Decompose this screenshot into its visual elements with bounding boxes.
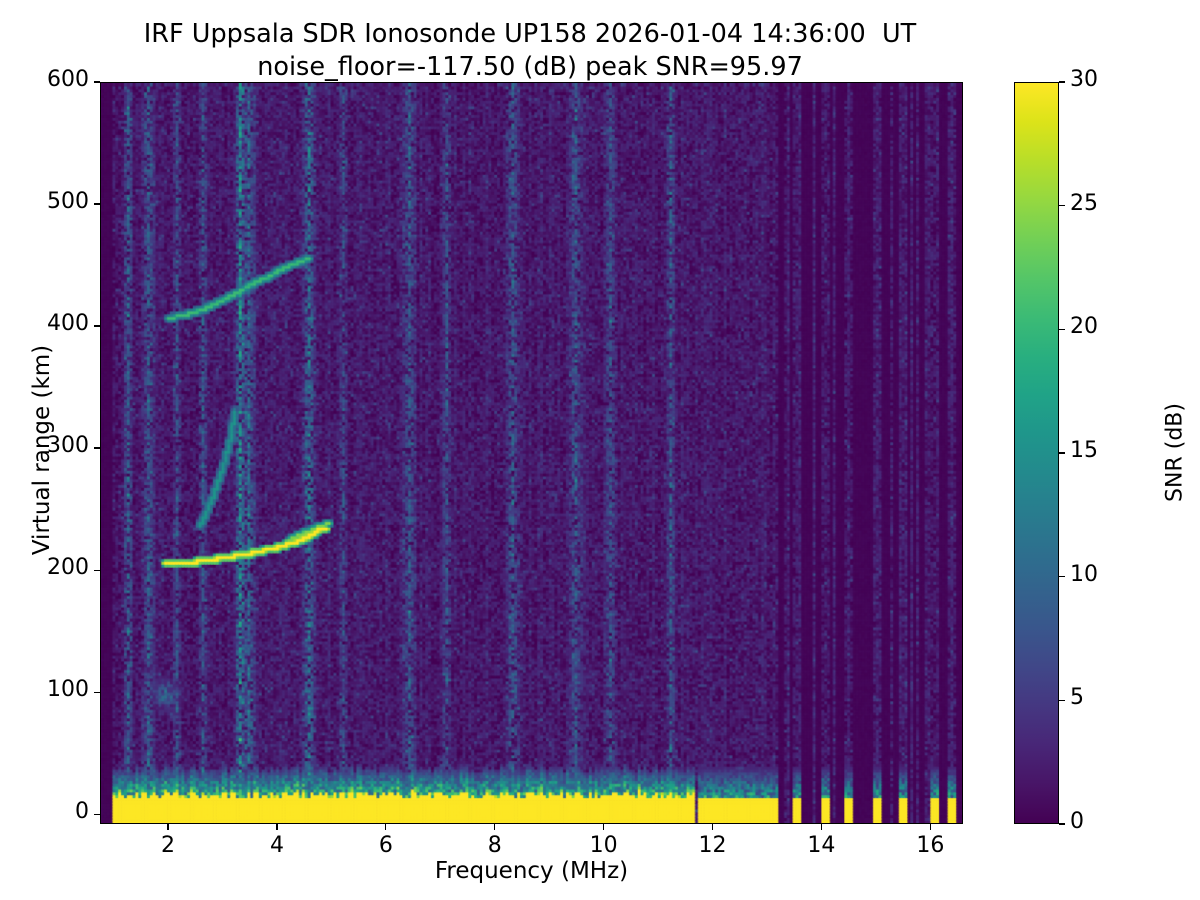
- colorbar-tick-label: 0: [1070, 809, 1084, 834]
- x-tick-mark: [167, 824, 169, 830]
- y-tick-mark: [94, 813, 100, 815]
- colorbar-gradient: [1015, 83, 1058, 823]
- x-tick-mark: [929, 824, 931, 830]
- y-tick-mark: [94, 447, 100, 449]
- y-tick-label: 400: [47, 311, 89, 337]
- colorbar-tick-mark: [1059, 328, 1065, 330]
- y-tick-label: 600: [47, 67, 89, 92]
- colorbar-tick-mark: [1059, 576, 1065, 578]
- y-tick-label: 200: [47, 555, 89, 581]
- x-tick-mark: [494, 824, 496, 830]
- y-tick-mark: [94, 81, 100, 83]
- x-tick-label: 12: [698, 833, 727, 858]
- y-tick-mark: [94, 203, 100, 205]
- colorbar-tick-label: 5: [1070, 685, 1084, 711]
- x-tick-label: 2: [161, 833, 176, 858]
- colorbar-tick-mark: [1059, 452, 1065, 454]
- colorbar-tick-label: 20: [1070, 314, 1098, 340]
- x-tick-mark: [276, 824, 278, 830]
- x-tick-mark: [711, 824, 714, 830]
- title-line-1: IRF Uppsala SDR Ionosonde UP158 2026-01-…: [143, 19, 917, 49]
- y-tick-label: 300: [47, 433, 89, 459]
- figure-title: IRF Uppsala SDR Ionosonde UP158 2026-01-…: [0, 18, 1060, 83]
- x-tick-mark: [820, 824, 823, 830]
- x-axis-label: Frequency (MHz): [434, 858, 629, 884]
- x-tick-label: 4: [269, 833, 284, 858]
- x-tick-label: 14: [807, 833, 836, 858]
- ionogram-plot-area[interactable]: [100, 82, 963, 824]
- y-tick-label: 500: [47, 189, 89, 215]
- colorbar-tick-label: 30: [1070, 67, 1098, 92]
- ionogram-heatmap[interactable]: [101, 83, 962, 823]
- colorbar[interactable]: [1014, 82, 1059, 824]
- colorbar-label: SNR (dB): [1162, 403, 1188, 502]
- colorbar-tick-label: 15: [1070, 438, 1098, 463]
- colorbar-tick-mark: [1059, 823, 1065, 825]
- colorbar-tick-label: 10: [1070, 561, 1098, 587]
- y-tick-mark: [94, 569, 100, 571]
- colorbar-tick-mark: [1059, 205, 1065, 207]
- y-tick-mark: [94, 691, 100, 693]
- x-tick-label: 10: [589, 833, 618, 858]
- colorbar-tick-mark: [1059, 81, 1065, 83]
- y-tick-mark: [94, 325, 100, 327]
- title-line-2: noise_floor=-117.50 (dB) peak SNR=95.97: [257, 51, 803, 82]
- colorbar-tick-label: 25: [1070, 190, 1098, 216]
- x-tick-mark: [602, 824, 605, 830]
- y-tick-label: 100: [47, 677, 89, 703]
- x-tick-label: 6: [378, 833, 393, 858]
- x-tick-label: 16: [916, 833, 945, 858]
- y-tick-label: 0: [75, 799, 89, 825]
- x-tick-mark: [385, 824, 387, 830]
- x-tick-label: 8: [487, 833, 502, 858]
- colorbar-tick-mark: [1059, 699, 1065, 701]
